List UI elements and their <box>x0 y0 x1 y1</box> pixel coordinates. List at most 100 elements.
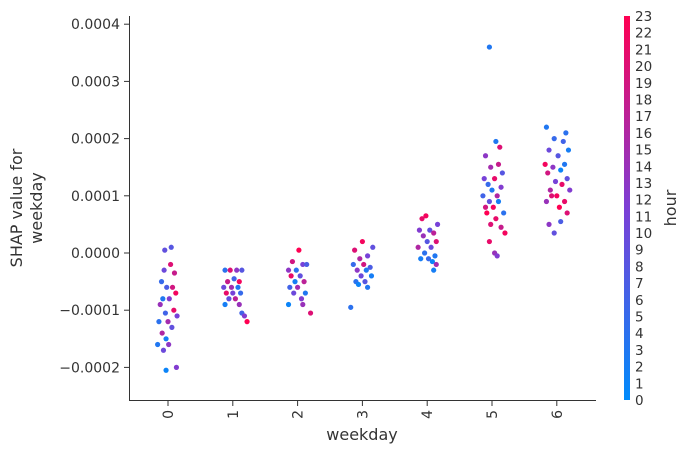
scatter-point <box>296 247 302 253</box>
scatter-point <box>163 367 169 373</box>
scatter-point <box>301 279 307 285</box>
scatter-point <box>543 198 550 205</box>
scatter-point <box>235 284 241 290</box>
colorbar-tick-label: 5 <box>635 310 644 326</box>
y-axis-title-line: weekday <box>27 172 46 243</box>
scatter-point <box>559 181 565 187</box>
scatter-point <box>307 310 314 316</box>
scatter-point <box>368 273 375 279</box>
colorbar-tick-label: 11 <box>635 209 652 225</box>
scatter-point <box>567 187 573 193</box>
x-tick-label: 0 <box>161 410 177 419</box>
scatter-point <box>415 244 421 250</box>
scatter-point <box>543 124 550 130</box>
scatter-point <box>364 253 371 259</box>
scatter-point <box>422 250 428 256</box>
scatter-point <box>361 261 367 268</box>
scatter-point <box>488 221 494 227</box>
colorbar-tick-label: 14 <box>635 159 652 175</box>
scatter-point <box>490 204 496 210</box>
scatter-point <box>174 313 180 319</box>
scatter-point <box>350 261 356 268</box>
scatter-point <box>355 281 362 288</box>
scatter-point <box>171 307 177 313</box>
scatter-point <box>227 267 233 273</box>
colorbar-tick-label: 3 <box>635 343 644 359</box>
scatter-point <box>292 279 298 285</box>
colorbar-tick-label: 9 <box>635 243 644 259</box>
scatter-point <box>287 284 293 290</box>
scatter-point <box>367 264 373 270</box>
scatter-point <box>545 170 551 176</box>
scatter-point <box>370 244 376 250</box>
scatter-point <box>501 210 507 216</box>
scatter-point <box>285 267 292 273</box>
scatter-point <box>228 284 235 290</box>
scatter-point <box>232 296 238 302</box>
scatter-point <box>162 310 169 316</box>
scatter-point <box>230 290 236 296</box>
scatter-point <box>160 296 166 302</box>
scatter-point <box>363 267 369 273</box>
x-tick-label: 1 <box>226 410 242 419</box>
scatter-point <box>560 138 566 145</box>
scatter-point <box>420 233 426 239</box>
colorbar-tick-label: 0 <box>635 393 644 409</box>
scatter-point <box>162 247 168 253</box>
y-axis-ticks: −0.0002 −0.0001 0.0000 0.0001 0.0002 0.0003 0.… <box>59 17 130 376</box>
scatter-point <box>486 238 493 245</box>
scatter-point <box>234 267 240 273</box>
scatter-point <box>362 279 368 285</box>
scatter-point <box>300 261 306 268</box>
scatter-point <box>155 341 161 348</box>
scatter-points <box>155 44 573 373</box>
scatter-point <box>226 296 232 302</box>
y-tick-label: 0.0001 <box>71 189 120 205</box>
x-axis-ticks: 0 1 2 3 4 5 6 <box>161 400 566 419</box>
scatter-point <box>297 273 303 279</box>
colorbar-tick-label: 10 <box>635 226 652 242</box>
scatter-point <box>542 161 548 167</box>
colorbar-title: hour <box>661 189 680 226</box>
y-tick-label: −0.0002 <box>59 360 120 376</box>
scatter-point <box>295 284 301 290</box>
axes <box>129 16 596 401</box>
scatter-point <box>241 313 248 319</box>
scatter-point <box>424 238 430 245</box>
scatter-point <box>236 279 242 285</box>
scatter-point <box>161 267 167 273</box>
colorbar-tick-label: 22 <box>635 26 652 42</box>
scatter-point <box>561 161 568 167</box>
scatter-point <box>488 164 494 170</box>
scatter-point <box>434 221 441 227</box>
colorbar-tick-label: 1 <box>635 376 644 392</box>
scatter-point <box>158 279 165 285</box>
scatter-point <box>489 187 495 193</box>
scatter-point <box>431 267 437 273</box>
colorbar-tick-label: 8 <box>635 259 644 275</box>
scatter-point <box>551 230 557 236</box>
scatter-point <box>157 301 163 308</box>
scatter-point <box>480 193 486 199</box>
scatter-point <box>486 44 493 50</box>
scatter-point <box>165 319 171 325</box>
colorbar-tick-label: 15 <box>635 143 652 159</box>
scatter-point <box>416 227 423 233</box>
scatter-point <box>300 301 306 308</box>
scatter-point <box>166 296 172 302</box>
scatter-point <box>289 258 296 265</box>
scatter-point <box>304 261 310 268</box>
scatter-point <box>159 330 165 336</box>
scatter-point <box>236 301 242 308</box>
scatter-point <box>423 213 429 219</box>
scatter-point <box>555 153 561 159</box>
colorbar-tick-label: 23 <box>635 9 652 25</box>
scatter-point <box>495 198 502 205</box>
colorbar-gradient <box>624 16 630 400</box>
scatter-point <box>498 224 504 230</box>
scatter-point <box>291 290 297 296</box>
scatter-point <box>285 301 292 308</box>
